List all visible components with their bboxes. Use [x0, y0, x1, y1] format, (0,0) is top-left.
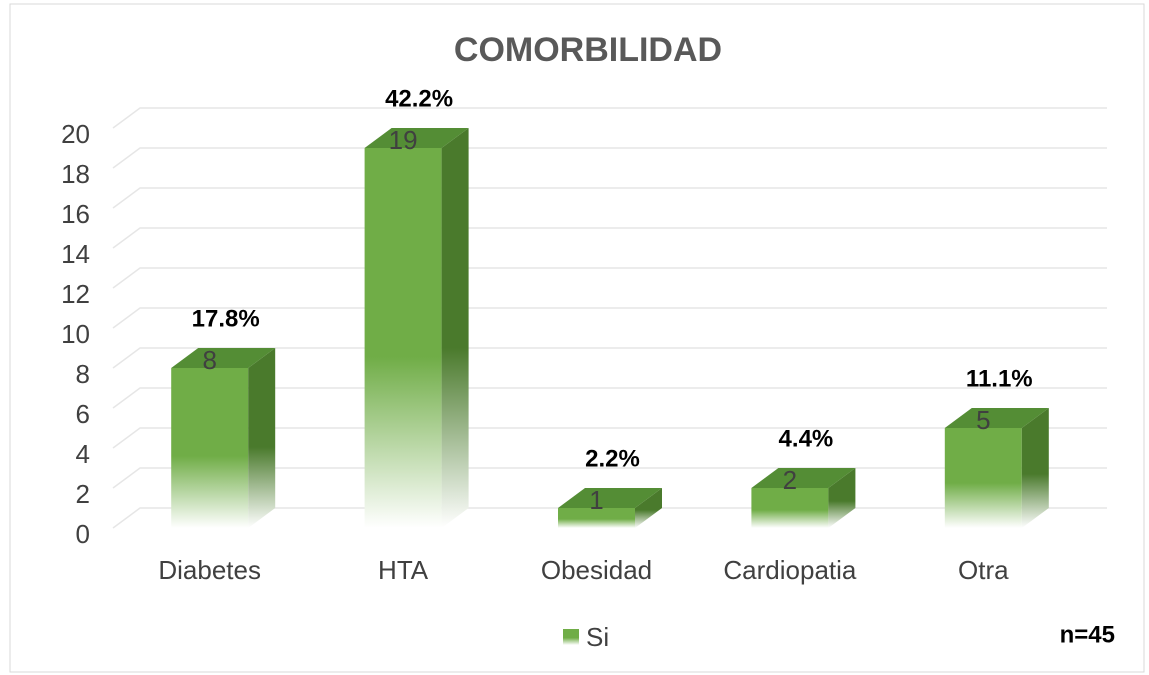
grid-line	[112, 147, 1107, 169]
x-tick-label: Diabetes	[158, 555, 261, 585]
bar-top	[558, 488, 662, 508]
bar-front	[171, 368, 249, 528]
y-tick-label: 6	[76, 399, 90, 429]
legend-swatch	[563, 629, 579, 645]
grid-line	[112, 347, 1107, 369]
grid-line	[112, 387, 1107, 409]
percent-label: 42.2%	[385, 85, 453, 112]
data-label: 2	[783, 465, 797, 495]
percent-label: 11.1%	[966, 365, 1033, 392]
y-tick-label: 4	[76, 439, 90, 469]
grid-line	[112, 427, 1107, 449]
y-tick-label: 10	[61, 319, 90, 349]
x-tick-label: Obesidad	[541, 555, 652, 585]
bar-top	[171, 348, 276, 368]
bar-side	[635, 488, 662, 528]
y-tick-label: 20	[61, 119, 90, 149]
y-tick-label: 16	[61, 199, 90, 229]
chart-border	[9, 3, 1145, 673]
bar-front	[944, 428, 1022, 528]
bar-front	[364, 148, 442, 528]
y-tick-label: 14	[61, 239, 90, 269]
bar-top	[944, 408, 1049, 428]
bar-side	[1021, 408, 1049, 528]
bar-side	[248, 348, 276, 528]
bar	[364, 128, 469, 528]
grid-line	[112, 267, 1107, 289]
bar-front	[751, 488, 829, 528]
percent-label: 17.8%	[192, 305, 260, 332]
bar	[171, 348, 276, 528]
grid-line	[112, 187, 1107, 209]
data-label: 1	[589, 485, 603, 515]
grid-line	[112, 307, 1107, 329]
y-tick-label: 18	[61, 159, 90, 189]
percent-label: 2.2%	[585, 445, 640, 472]
bar-front	[558, 508, 635, 528]
x-tick-label: HTA	[378, 555, 429, 585]
percent-label: 4.4%	[779, 425, 834, 452]
legend-label: Si	[586, 622, 609, 652]
y-tick-label: 0	[76, 519, 90, 549]
y-tick-label: 8	[76, 359, 90, 389]
x-tick-label: Cardiopatia	[723, 555, 857, 585]
y-tick-label: 2	[76, 479, 90, 509]
annotation: n=45	[1060, 621, 1115, 648]
bar-top	[751, 468, 856, 488]
data-label: 8	[202, 345, 216, 375]
grid-line	[112, 227, 1107, 249]
bar-top	[364, 128, 469, 148]
bar	[751, 468, 856, 528]
data-label: 19	[389, 125, 418, 155]
bar	[558, 488, 662, 528]
x-tick-label: Otra	[958, 555, 1009, 585]
bar	[944, 408, 1049, 528]
y-tick-label: 12	[61, 279, 90, 309]
bar-side	[441, 128, 469, 528]
grid-line	[112, 107, 1107, 129]
chart-title: COMORBILIDAD	[454, 31, 722, 69]
data-label: 5	[976, 405, 990, 435]
